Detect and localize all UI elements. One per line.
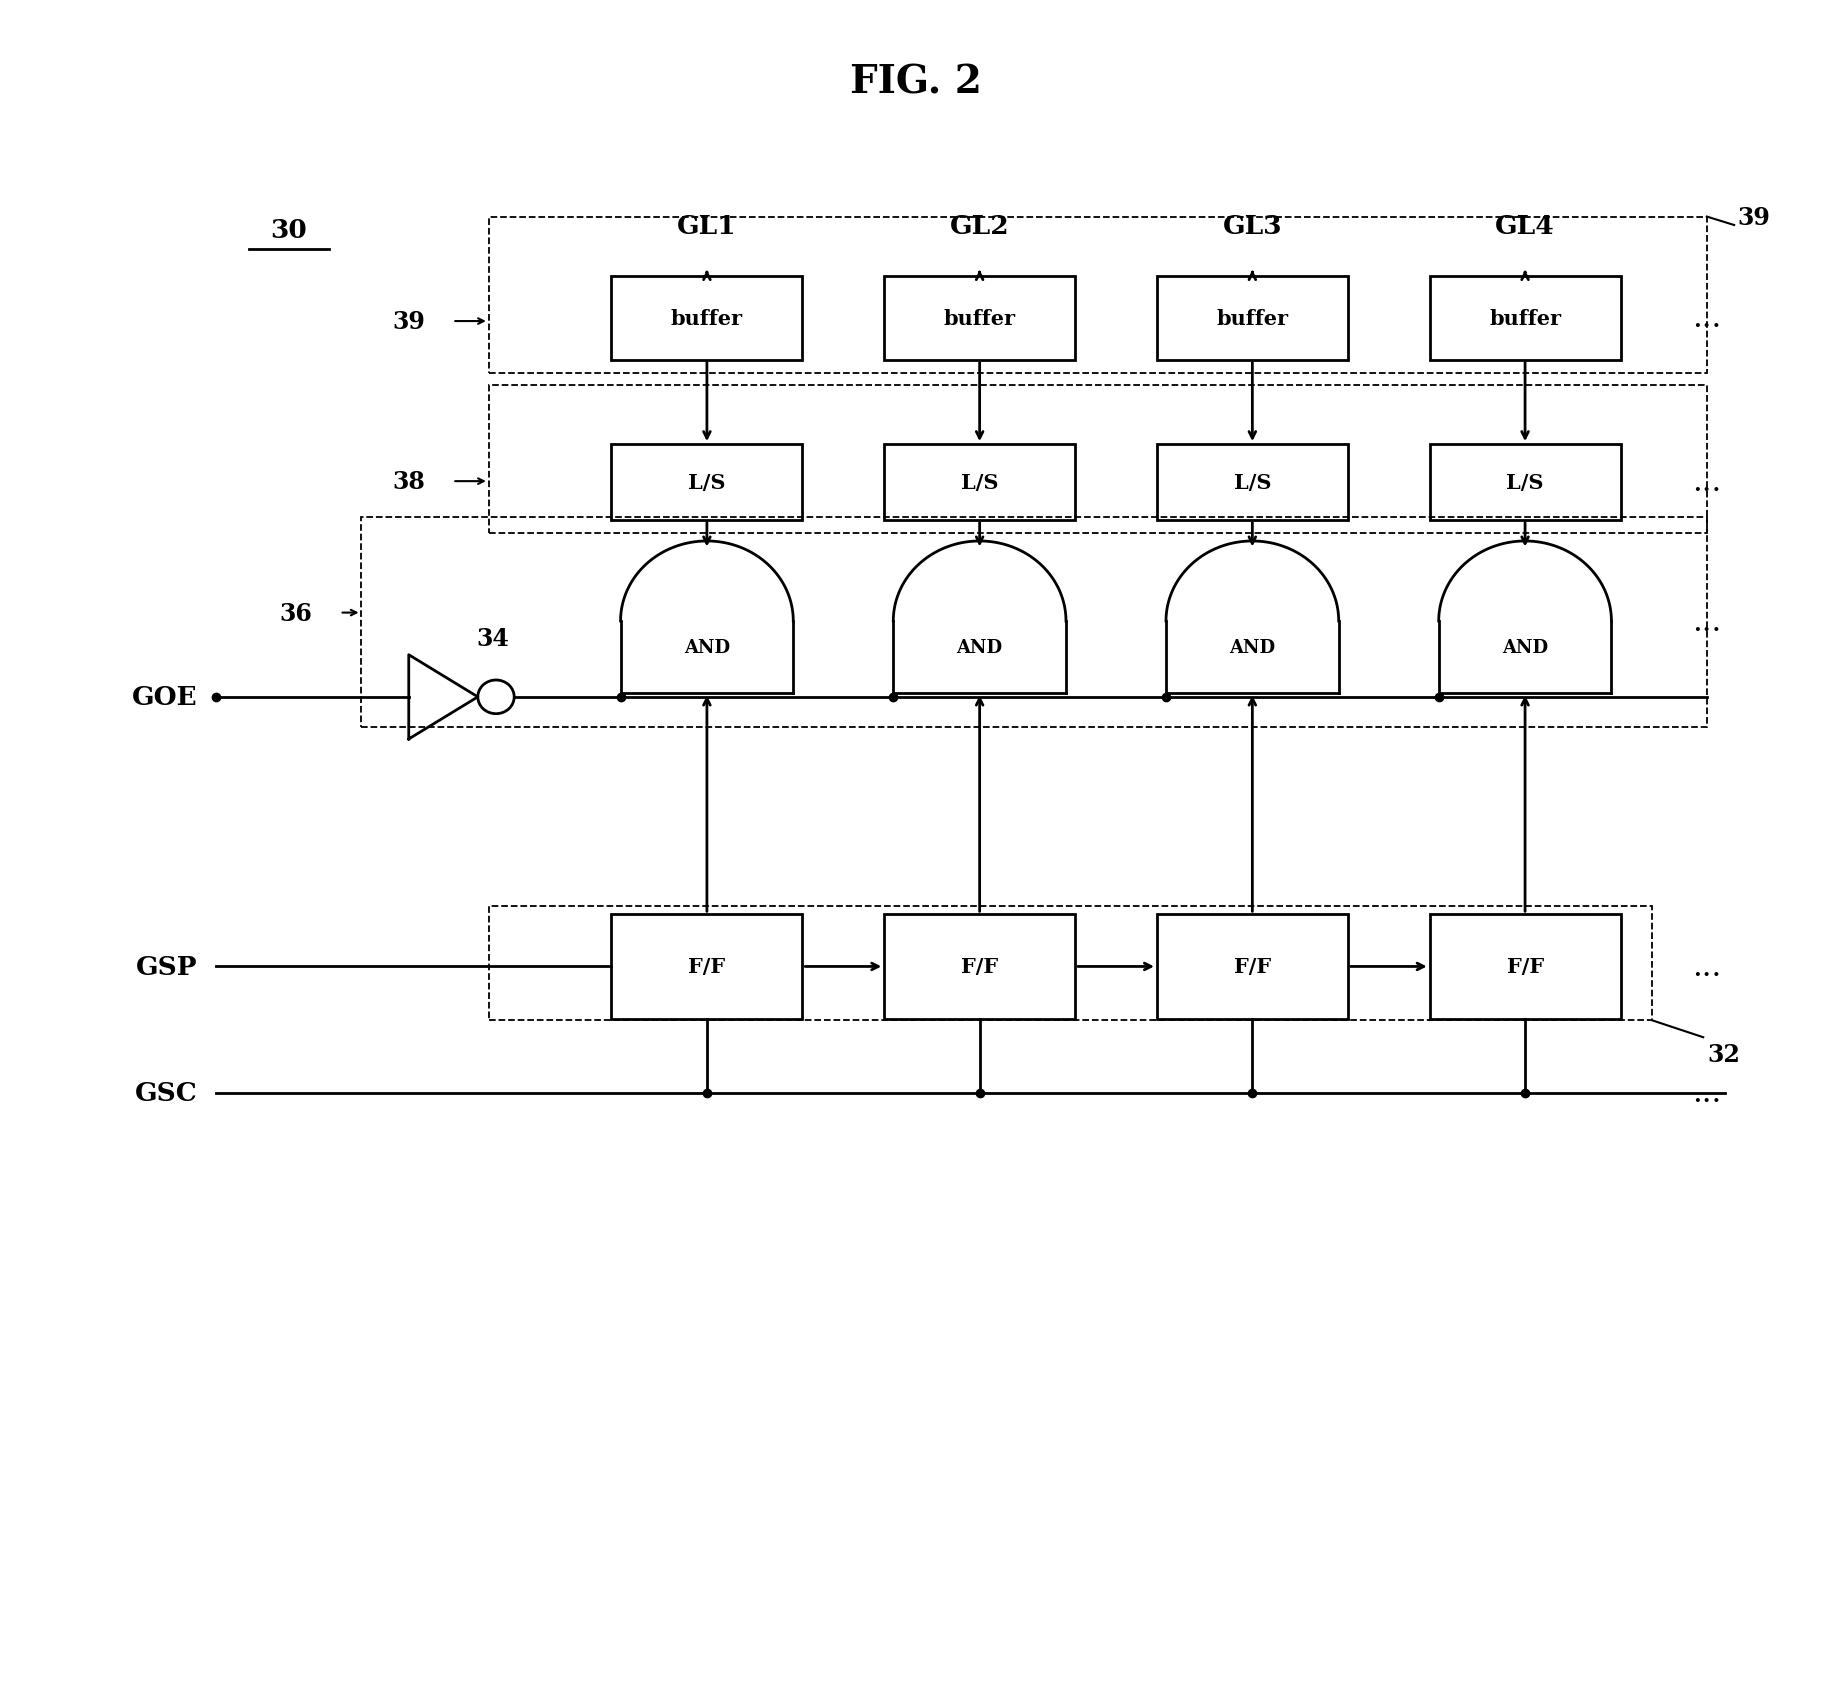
FancyBboxPatch shape	[612, 445, 802, 521]
FancyBboxPatch shape	[612, 277, 802, 360]
Text: GL2: GL2	[949, 214, 1009, 238]
Text: 34: 34	[476, 627, 509, 650]
FancyBboxPatch shape	[612, 915, 802, 1019]
Text: F/F: F/F	[1506, 958, 1544, 976]
FancyBboxPatch shape	[885, 277, 1075, 360]
FancyBboxPatch shape	[1429, 445, 1621, 521]
Text: L/S: L/S	[960, 472, 998, 492]
Text: 39: 39	[392, 309, 425, 335]
FancyBboxPatch shape	[1156, 915, 1348, 1019]
Text: 39: 39	[1739, 205, 1772, 229]
Text: ...: ...	[1693, 467, 1722, 498]
Text: ...: ...	[1693, 302, 1722, 335]
Text: F/F: F/F	[689, 958, 725, 976]
Text: L/S: L/S	[1506, 472, 1544, 492]
Text: GOE: GOE	[132, 684, 198, 710]
Text: GSC: GSC	[136, 1080, 198, 1105]
Text: AND: AND	[956, 638, 1002, 657]
Text: AND: AND	[1229, 638, 1275, 657]
Text: GL4: GL4	[1495, 214, 1555, 238]
Text: 30: 30	[271, 217, 308, 243]
FancyBboxPatch shape	[1156, 445, 1348, 521]
Text: AND: AND	[683, 638, 729, 657]
Text: F/F: F/F	[1233, 958, 1271, 976]
Text: ...: ...	[1693, 606, 1722, 637]
FancyBboxPatch shape	[1429, 915, 1621, 1019]
Text: buffer: buffer	[943, 309, 1015, 328]
Text: ...: ...	[1693, 1078, 1722, 1109]
FancyBboxPatch shape	[885, 915, 1075, 1019]
FancyBboxPatch shape	[1156, 277, 1348, 360]
FancyBboxPatch shape	[1429, 277, 1621, 360]
Text: GSP: GSP	[136, 954, 198, 980]
Text: F/F: F/F	[962, 958, 998, 976]
FancyBboxPatch shape	[885, 445, 1075, 521]
Text: 38: 38	[392, 470, 425, 494]
Text: GL1: GL1	[678, 214, 736, 238]
Text: 32: 32	[1707, 1043, 1740, 1066]
Text: GL3: GL3	[1222, 214, 1282, 238]
Text: buffer: buffer	[671, 309, 744, 328]
Text: L/S: L/S	[1233, 472, 1271, 492]
Text: AND: AND	[1502, 638, 1548, 657]
Text: buffer: buffer	[1489, 309, 1561, 328]
Text: 36: 36	[280, 601, 313, 625]
Text: FIG. 2: FIG. 2	[850, 65, 982, 102]
Text: L/S: L/S	[689, 472, 725, 492]
Text: buffer: buffer	[1216, 309, 1288, 328]
Text: ...: ...	[1693, 951, 1722, 983]
